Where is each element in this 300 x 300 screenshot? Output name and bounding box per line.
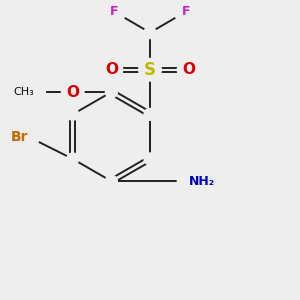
Circle shape	[17, 125, 39, 148]
Text: S: S	[144, 61, 156, 79]
Circle shape	[177, 170, 200, 193]
Text: F: F	[110, 5, 118, 18]
Text: Br: Br	[11, 130, 28, 144]
Circle shape	[23, 81, 45, 103]
Text: NH₂: NH₂	[189, 175, 215, 188]
Circle shape	[144, 27, 156, 38]
Circle shape	[103, 1, 126, 23]
Circle shape	[144, 153, 156, 165]
Text: O: O	[66, 85, 79, 100]
Text: O: O	[105, 62, 118, 77]
Circle shape	[67, 153, 79, 165]
Circle shape	[105, 86, 117, 98]
Circle shape	[67, 108, 79, 120]
Circle shape	[61, 81, 84, 103]
Circle shape	[100, 58, 123, 81]
Circle shape	[144, 108, 156, 120]
Circle shape	[174, 1, 197, 23]
Text: O: O	[182, 62, 195, 77]
Text: F: F	[182, 5, 190, 18]
Text: CH₃: CH₃	[13, 87, 34, 97]
Circle shape	[177, 58, 200, 81]
Circle shape	[105, 175, 117, 187]
Circle shape	[139, 58, 161, 81]
